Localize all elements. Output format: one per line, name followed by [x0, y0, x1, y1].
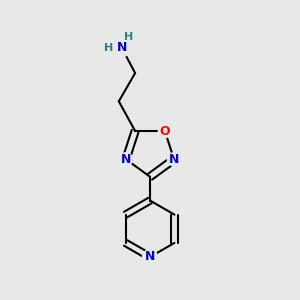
Text: N: N [169, 153, 179, 166]
Text: N: N [121, 153, 131, 166]
Circle shape [158, 124, 171, 138]
Circle shape [113, 39, 131, 57]
Text: H: H [124, 32, 133, 41]
Text: N: N [145, 250, 155, 263]
Circle shape [167, 153, 181, 166]
Circle shape [119, 153, 133, 166]
Text: H: H [104, 43, 113, 53]
Text: N: N [117, 41, 127, 54]
Circle shape [142, 250, 158, 264]
Text: O: O [160, 124, 170, 137]
